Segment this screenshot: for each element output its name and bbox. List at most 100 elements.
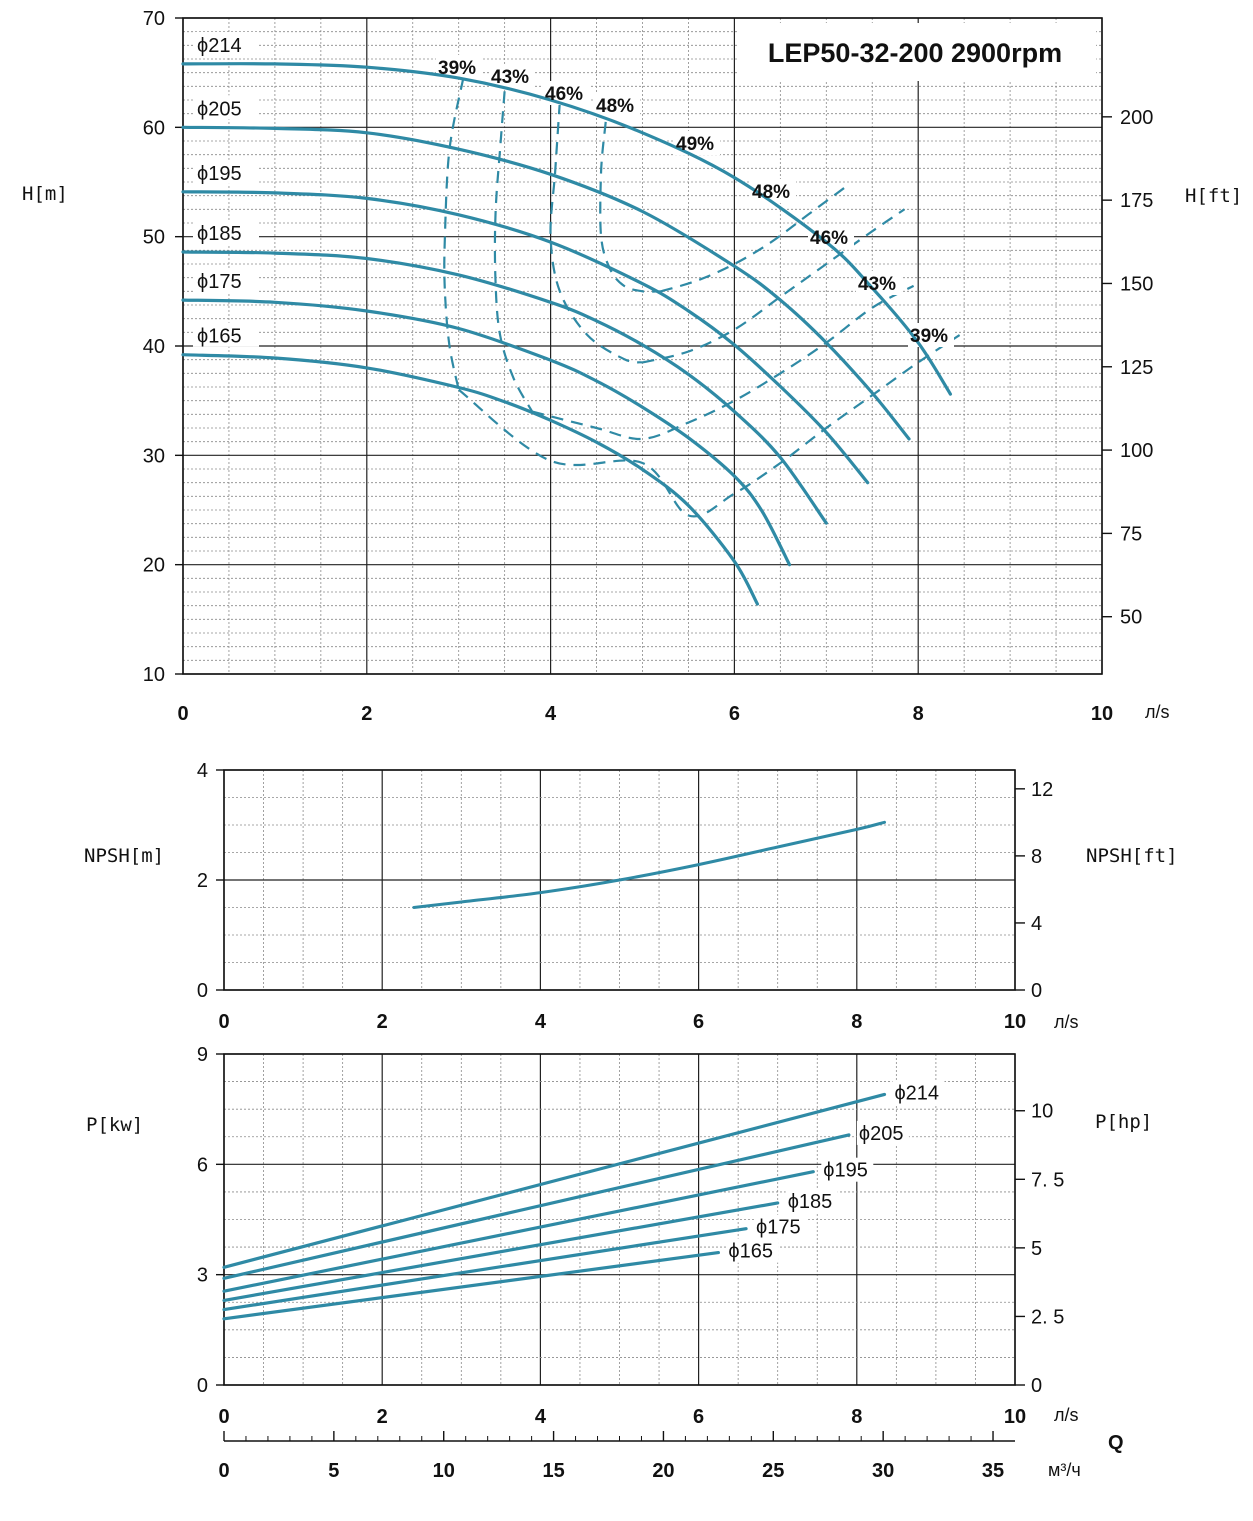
efficiency-label: 43% — [858, 274, 896, 295]
efficiency-label-bg — [594, 93, 640, 117]
x-tick-label: 0 — [218, 1011, 229, 1033]
y-tick-label: 20 — [143, 555, 165, 577]
y-right-tick-label: 0 — [1031, 1375, 1042, 1397]
x-unit-label: л/s — [1054, 1012, 1079, 1032]
y-right-tick-label: 100 — [1120, 440, 1153, 462]
title-box — [737, 23, 1096, 81]
y-tick-label: 6 — [197, 1154, 208, 1176]
y-right-tick-label: 200 — [1120, 107, 1153, 129]
head-curve-label: ϕ175 — [197, 271, 242, 293]
curve-label-bg — [193, 31, 259, 56]
curve-label-bg — [785, 1188, 838, 1213]
curve-label-bg — [754, 1214, 807, 1239]
efficiency-label: 48% — [596, 96, 634, 117]
x-tick-label: 2 — [377, 1406, 388, 1428]
x-tick-label: 6 — [693, 1011, 704, 1033]
efficiency-contour — [443, 77, 465, 390]
y-tick-label: 4 — [197, 760, 208, 782]
efficiency-label: 39% — [910, 326, 948, 347]
x-tick-label: 10 — [1004, 1406, 1026, 1428]
efficiency-label: 39% — [438, 58, 476, 79]
x-tick-label: 2 — [377, 1011, 388, 1033]
y-tick-label: 9 — [197, 1044, 208, 1066]
curve-label-bg — [193, 219, 259, 244]
x-tick-label: 8 — [851, 1406, 862, 1428]
head-curve — [181, 353, 759, 606]
y-right-tick-label: 8 — [1031, 846, 1042, 868]
head-chart — [175, 17, 1112, 675]
efficiency-label-bg — [856, 271, 902, 295]
y-right-tick-label: 4 — [1031, 913, 1042, 935]
power-curve-label: ϕ214 — [894, 1082, 939, 1104]
y-right-tick-label: 175 — [1120, 190, 1153, 212]
power-curve-label: ϕ195 — [823, 1160, 868, 1182]
curve-label-bg — [193, 159, 259, 184]
head-curve-label: ϕ214 — [197, 35, 242, 57]
head-curve-label: ϕ195 — [197, 163, 242, 185]
y-right-tick-label: 50 — [1120, 607, 1142, 629]
y-tick-label: 10 — [143, 664, 165, 686]
efficiency-label: 43% — [491, 67, 529, 88]
head-curve — [181, 298, 792, 567]
y-right-tick-label: 75 — [1120, 523, 1142, 545]
y-tick-label: 60 — [143, 117, 165, 139]
power-curve — [222, 1227, 748, 1312]
y-right-tick-label: 10 — [1031, 1101, 1053, 1123]
npsh-chart — [216, 769, 1025, 991]
x-tick-label: 4 — [545, 703, 557, 725]
y-right-tick-label: 5 — [1031, 1238, 1042, 1260]
power-curve — [222, 1092, 887, 1269]
plot-frame — [223, 1053, 1016, 1386]
efficiency-contour — [660, 183, 850, 293]
power-chart — [216, 1053, 1025, 1442]
npsh-curve — [412, 820, 886, 909]
x2-tick-label: 35 — [982, 1460, 1004, 1482]
x-unit-label: л/s — [1054, 1405, 1079, 1425]
head-curve-label: ϕ205 — [197, 98, 242, 120]
curve-label-bg — [193, 322, 259, 347]
curve-label-bg — [856, 1120, 909, 1145]
head-curve — [181, 125, 911, 441]
x2-tick-label: 5 — [328, 1460, 339, 1482]
efficiency-contour — [549, 102, 643, 364]
efficiency-label: 46% — [810, 228, 848, 249]
power-curve — [222, 1170, 815, 1293]
head-curve — [181, 62, 952, 396]
x2-tick-label: 10 — [433, 1460, 455, 1482]
x-unit-label: л/s — [1145, 702, 1170, 722]
curve-label-bg — [892, 1080, 945, 1105]
y-tick-label: 50 — [143, 227, 165, 249]
y-right-tick-label: 150 — [1120, 273, 1153, 295]
y-right-axis-label: NPSH[ft] — [1086, 845, 1178, 867]
x-tick-label: 6 — [729, 703, 740, 725]
x-tick-label: 4 — [535, 1406, 547, 1428]
efficiency-contour — [493, 91, 534, 413]
efficiency-label: 49% — [676, 134, 714, 155]
y-axis-label: H[m] — [22, 183, 68, 205]
q-label: Q — [1108, 1432, 1124, 1454]
curve-label-bg — [193, 268, 259, 293]
y-right-axis-label: P[hp] — [1095, 1111, 1152, 1133]
x-tick-label: 10 — [1091, 703, 1113, 725]
x-tick-label: 8 — [913, 703, 924, 725]
power-curve — [222, 1133, 851, 1280]
efficiency-contour — [642, 208, 906, 364]
y-right-tick-label: 0 — [1031, 980, 1042, 1002]
x-tick-label: 8 — [851, 1011, 862, 1033]
y-right-axis-label: H[ft] — [1185, 185, 1242, 207]
efficiency-label: 46% — [545, 84, 583, 105]
power-curve-label: ϕ165 — [728, 1241, 773, 1263]
x2-tick-label: 30 — [872, 1460, 894, 1482]
y-tick-label: 0 — [197, 1375, 208, 1397]
x2-tick-label: 15 — [542, 1460, 564, 1482]
y-tick-label: 3 — [197, 1265, 208, 1287]
x2-tick-label: 25 — [762, 1460, 784, 1482]
curve-label-bg — [193, 95, 259, 120]
y-right-tick-label: 12 — [1031, 779, 1053, 801]
curve-label-bg — [726, 1238, 779, 1263]
x2-tick-label: 0 — [218, 1460, 229, 1482]
x-tick-label: 0 — [218, 1406, 229, 1428]
y-tick-label: 2 — [197, 870, 208, 892]
efficiency-contour — [458, 334, 961, 518]
